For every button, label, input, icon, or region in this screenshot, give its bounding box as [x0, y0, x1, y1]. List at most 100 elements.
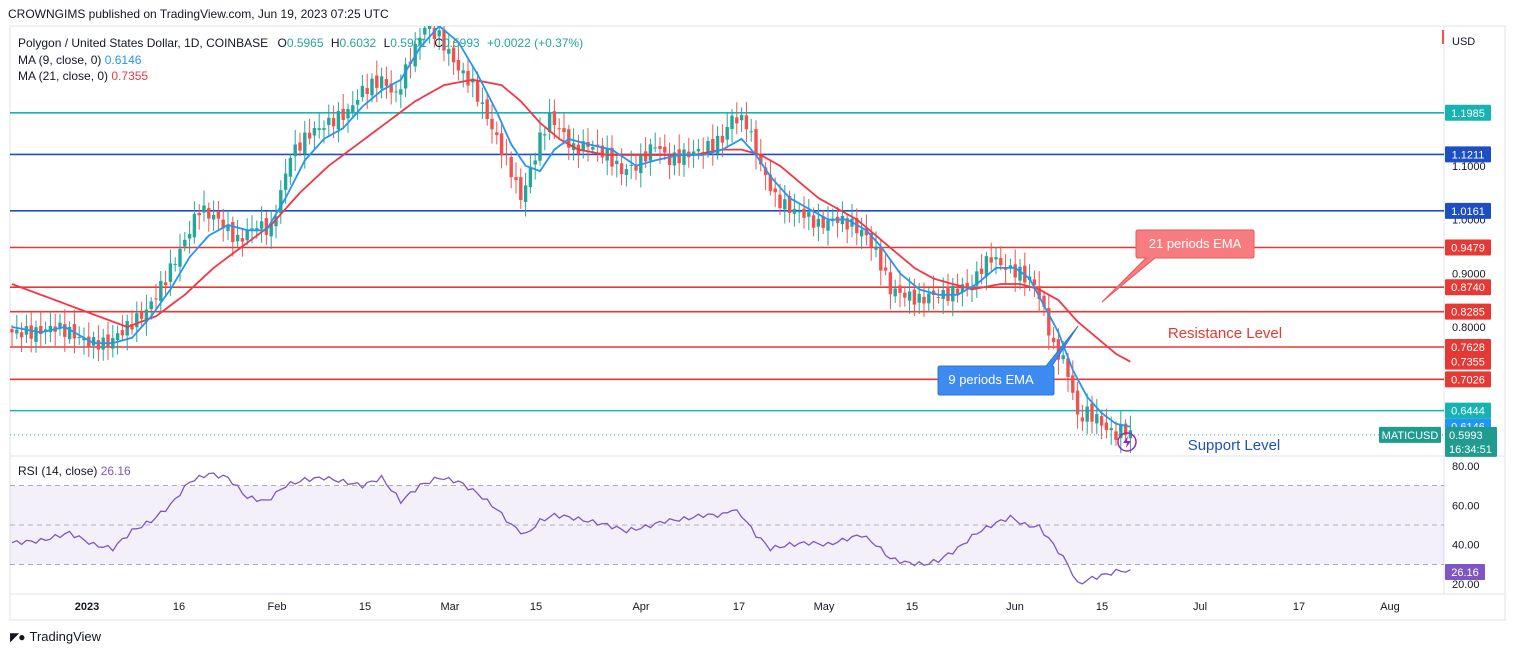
candle-body — [461, 70, 465, 74]
candle-body — [730, 115, 734, 130]
candle-body — [912, 289, 917, 305]
candle-body — [192, 213, 197, 238]
candle-body — [351, 105, 355, 113]
candle-body — [1090, 403, 1094, 422]
time-tick-label: Jun — [1006, 601, 1024, 613]
candle — [994, 247, 998, 275]
resistance-level-label: Resistance Level — [1168, 325, 1282, 342]
candle-body — [375, 75, 379, 88]
candle-body — [864, 228, 869, 236]
candle — [403, 57, 408, 97]
candle — [903, 287, 907, 307]
candle-body — [883, 267, 888, 271]
candle-body — [533, 160, 537, 165]
level-tag — [1445, 402, 1491, 419]
candle-body — [1003, 267, 1008, 270]
chart-legend: Polygon / United States Dollar, 1D, COIN… — [18, 35, 583, 85]
level-tag — [1445, 202, 1491, 219]
candle — [653, 132, 657, 153]
candle — [1085, 393, 1089, 435]
candle — [893, 279, 897, 303]
candle — [34, 320, 38, 353]
candle-body — [499, 133, 504, 156]
time-tick-label: 16 — [173, 601, 185, 613]
candle-body — [667, 155, 672, 166]
candle-body — [787, 196, 792, 213]
candle-body — [1123, 423, 1128, 436]
candle-body — [581, 141, 585, 151]
candle — [29, 311, 33, 353]
candle-body — [984, 256, 989, 277]
candle-body — [557, 128, 561, 130]
candle — [63, 309, 67, 352]
candle — [509, 151, 513, 189]
candle-body — [826, 220, 830, 231]
candle — [1080, 404, 1085, 432]
time-tick-label: 15 — [530, 601, 542, 613]
candle-body — [859, 229, 864, 237]
candle-body — [773, 188, 777, 193]
candle-body — [235, 234, 240, 242]
candle-body — [739, 115, 744, 121]
candle — [389, 70, 393, 105]
lightning-icon[interactable] — [1117, 432, 1137, 452]
candle-body — [807, 212, 811, 217]
candle — [778, 183, 782, 216]
level-tag — [1445, 239, 1491, 256]
level-tag — [1445, 371, 1491, 388]
candle — [456, 44, 461, 81]
candle-body — [475, 80, 480, 102]
candle-body — [1042, 295, 1046, 307]
candle — [696, 139, 701, 160]
level-tag-label: 0.9479 — [1451, 243, 1485, 255]
candle — [519, 168, 523, 209]
rsi-line — [11, 472, 1131, 585]
candle-body — [624, 169, 629, 175]
candle-body — [979, 268, 984, 274]
candle-body — [1056, 339, 1061, 360]
candle — [437, 26, 441, 51]
countdown-label: 16:34:51 — [1449, 444, 1492, 456]
candle-body — [538, 132, 542, 161]
candle-body — [936, 297, 941, 299]
candle-body — [370, 78, 374, 96]
candle — [192, 201, 197, 244]
candle-body — [768, 174, 773, 192]
candle-body — [427, 26, 432, 29]
candle — [821, 209, 825, 234]
candle — [667, 142, 672, 180]
candle — [955, 273, 960, 303]
candle-body — [869, 232, 873, 247]
candle — [917, 282, 921, 315]
candle-body — [1109, 428, 1113, 431]
candle-body — [106, 334, 110, 347]
candle — [1095, 399, 1099, 435]
candle-body — [384, 79, 389, 86]
candle — [1047, 293, 1051, 350]
candle-body — [67, 327, 72, 340]
candle-body — [783, 199, 787, 210]
ohlc-low: 0.5901 — [390, 36, 427, 50]
candle — [173, 257, 177, 272]
level-tag — [1445, 303, 1491, 320]
candle-body — [82, 338, 86, 341]
candle-body — [120, 330, 125, 336]
candle — [749, 118, 753, 142]
candle-body — [682, 149, 686, 165]
candle — [1119, 410, 1123, 454]
candle-body — [591, 147, 595, 150]
candle-body — [456, 59, 461, 71]
candle — [202, 190, 206, 222]
candle — [1099, 409, 1104, 440]
candle — [351, 90, 355, 120]
candle-body — [1037, 285, 1041, 300]
candle-body — [432, 27, 437, 40]
candle-body — [466, 70, 470, 86]
time-axis[interactable] — [9, 593, 1506, 621]
candle — [235, 219, 240, 248]
symbol-tag — [1379, 426, 1441, 443]
candle-body — [259, 221, 264, 229]
candle-body — [845, 218, 849, 230]
currency-label: USD — [1452, 36, 1475, 48]
